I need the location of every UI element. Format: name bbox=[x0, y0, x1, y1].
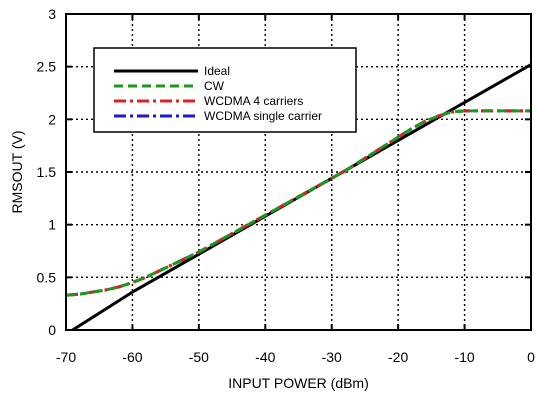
series-line-wcdma-4-carriers bbox=[66, 109, 531, 297]
y-tick-label: 0 bbox=[48, 322, 56, 338]
y-tick-label: 0.5 bbox=[37, 269, 57, 285]
x-axis-title: INPUT POWER (dBm) bbox=[228, 375, 369, 391]
legend-label: WCDMA 4 carriers bbox=[204, 94, 303, 108]
x-tick-label: -70 bbox=[56, 349, 76, 365]
x-tick-label: -60 bbox=[122, 349, 142, 365]
legend-label: Ideal bbox=[204, 64, 230, 78]
x-tick-label: -40 bbox=[255, 349, 275, 365]
x-tick-label: -20 bbox=[388, 349, 408, 365]
y-tick-label: 1 bbox=[48, 217, 56, 233]
x-tick-label: -10 bbox=[454, 349, 474, 365]
series-group bbox=[66, 63, 531, 330]
x-tick-label: -50 bbox=[189, 349, 209, 365]
legend-label: WCDMA single carrier bbox=[204, 109, 322, 123]
y-tick-label: 1.5 bbox=[37, 164, 57, 180]
y-tick-label: 2.5 bbox=[37, 59, 57, 75]
legend-box bbox=[93, 47, 357, 133]
series-line-cw bbox=[66, 109, 531, 297]
y-axis-title: RMSOUT (V) bbox=[9, 131, 25, 214]
x-tick-label: -30 bbox=[322, 349, 342, 365]
x-tick-label: 0 bbox=[527, 349, 535, 365]
ticks: -70 -60 -50 -40 -30 -20 -10 0 0 0.5 1 1.5 2 2.5 3 bbox=[37, 6, 535, 365]
y-tick-label: 3 bbox=[48, 6, 56, 22]
y-tick-label: 2 bbox=[48, 111, 56, 127]
legend-label: CW bbox=[204, 79, 225, 93]
series-line-wcdma-single-carrier bbox=[66, 109, 531, 297]
